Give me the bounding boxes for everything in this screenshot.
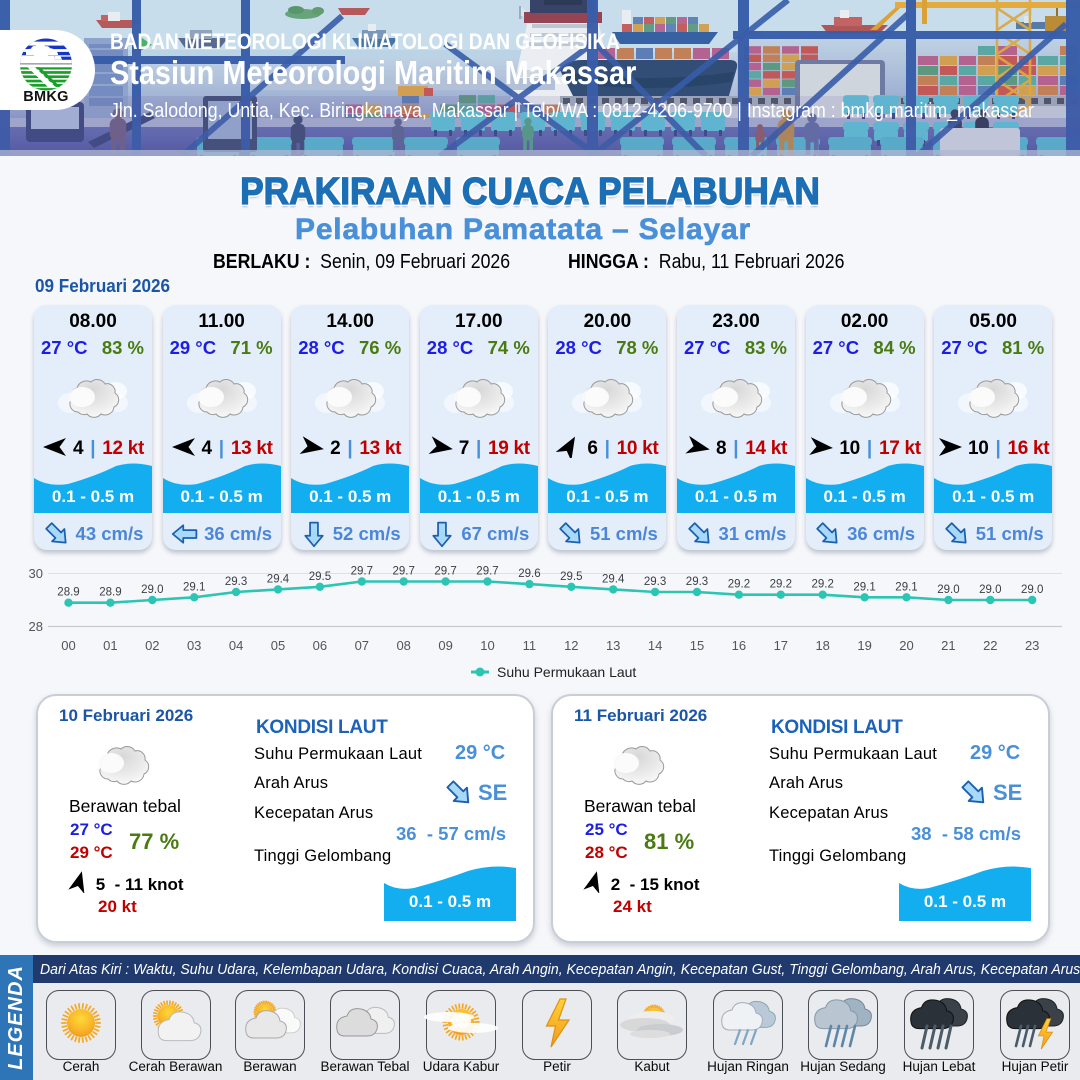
svg-text:29.3: 29.3 xyxy=(225,576,247,588)
svg-text:Suhu Permukaan Laut: Suhu Permukaan Laut xyxy=(497,664,636,680)
svg-text:29.1: 29.1 xyxy=(895,581,917,593)
svg-text:29.4: 29.4 xyxy=(602,573,625,585)
svg-text:29.2: 29.2 xyxy=(728,579,750,591)
svg-text:29.4: 29.4 xyxy=(267,573,290,585)
svg-text:29.7: 29.7 xyxy=(393,566,415,578)
svg-text:23: 23 xyxy=(1025,638,1039,653)
svg-text:28: 28 xyxy=(29,619,43,634)
svg-text:08: 08 xyxy=(396,638,410,653)
svg-text:00: 00 xyxy=(61,638,75,653)
svg-text:29.7: 29.7 xyxy=(434,566,456,578)
svg-text:21: 21 xyxy=(941,638,955,653)
svg-text:10: 10 xyxy=(480,638,494,653)
svg-text:04: 04 xyxy=(229,638,243,653)
svg-text:28.9: 28.9 xyxy=(57,587,79,599)
svg-text:15: 15 xyxy=(690,638,704,653)
svg-text:29.5: 29.5 xyxy=(560,571,582,583)
svg-text:18: 18 xyxy=(815,638,829,653)
svg-text:09: 09 xyxy=(438,638,452,653)
svg-text:30: 30 xyxy=(29,566,43,581)
svg-text:14: 14 xyxy=(648,638,662,653)
svg-text:13: 13 xyxy=(606,638,620,653)
svg-text:29.0: 29.0 xyxy=(979,584,1001,596)
svg-text:03: 03 xyxy=(187,638,201,653)
svg-text:29.0: 29.0 xyxy=(937,584,959,596)
svg-text:02: 02 xyxy=(145,638,159,653)
svg-text:28.9: 28.9 xyxy=(99,587,121,599)
svg-text:29.2: 29.2 xyxy=(812,579,834,591)
svg-text:29.1: 29.1 xyxy=(853,581,875,593)
svg-text:16: 16 xyxy=(732,638,746,653)
svg-text:06: 06 xyxy=(313,638,327,653)
svg-text:19: 19 xyxy=(857,638,871,653)
svg-text:29.1: 29.1 xyxy=(183,581,205,593)
svg-text:22: 22 xyxy=(983,638,997,653)
svg-text:29.0: 29.0 xyxy=(141,584,163,596)
svg-text:17: 17 xyxy=(774,638,788,653)
svg-text:29.0: 29.0 xyxy=(1021,584,1043,596)
svg-text:20: 20 xyxy=(899,638,913,653)
svg-text:29.3: 29.3 xyxy=(644,576,666,588)
svg-text:29.3: 29.3 xyxy=(686,576,708,588)
svg-text:05: 05 xyxy=(271,638,285,653)
svg-text:07: 07 xyxy=(355,638,369,653)
svg-text:29.5: 29.5 xyxy=(309,571,331,583)
svg-text:11: 11 xyxy=(523,638,537,653)
svg-text:29.7: 29.7 xyxy=(476,566,498,578)
svg-text:29.7: 29.7 xyxy=(351,566,373,578)
svg-text:01: 01 xyxy=(103,638,117,653)
svg-text:29.6: 29.6 xyxy=(518,568,540,580)
svg-text:12: 12 xyxy=(564,638,578,653)
svg-text:29.2: 29.2 xyxy=(770,579,792,591)
